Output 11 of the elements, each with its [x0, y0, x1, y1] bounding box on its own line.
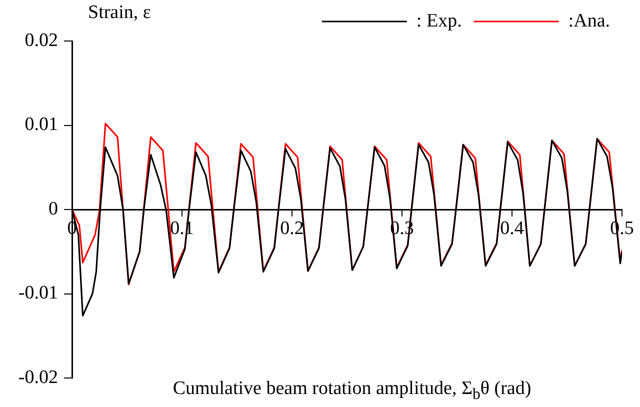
y-tick-label: -0.02	[18, 366, 58, 388]
x-axis-title: Cumulative beam rotation amplitude, Σ$_{b}$θ (rad)	[172, 378, 532, 404]
x-tick-label: 0.4	[500, 218, 524, 239]
y-tick-label: 0	[48, 198, 58, 220]
y-tick-label: 0.01	[24, 114, 58, 136]
y-tick-label: 0.02	[24, 30, 58, 51]
legend-label: :Ana.	[568, 10, 610, 32]
x-tick-label: 0.2	[280, 218, 304, 239]
y-tick-label: -0.01	[18, 282, 58, 304]
legend-label: : Exp.	[416, 10, 462, 32]
y-axis-title: Strain, ε	[88, 2, 151, 24]
